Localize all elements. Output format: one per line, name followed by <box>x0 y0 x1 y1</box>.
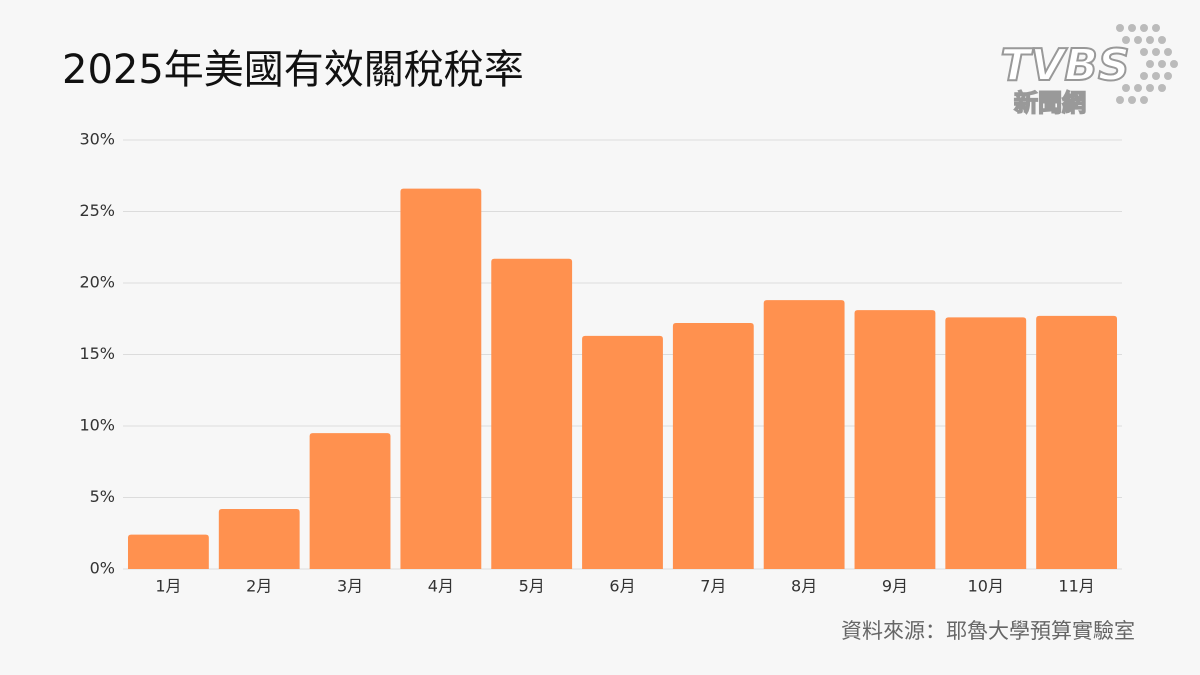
bar <box>127 534 209 569</box>
y-tick-label: 20% <box>79 273 115 292</box>
x-tick-label: 6月 <box>609 577 635 596</box>
x-tick-label: 1月 <box>155 577 181 596</box>
source-note: 資料來源：耶魯大學預算實驗室 <box>841 619 1135 643</box>
x-tick-label: 7月 <box>700 577 726 596</box>
x-tick-label: 5月 <box>519 577 545 596</box>
bar <box>672 323 754 569</box>
bar <box>491 258 573 569</box>
bar <box>854 310 936 569</box>
bar <box>945 317 1027 569</box>
y-tick-label: 5% <box>90 487 115 506</box>
x-tick-label: 10月 <box>968 577 1004 596</box>
x-tick-label: 8月 <box>791 577 817 596</box>
y-tick-label: 10% <box>79 416 115 435</box>
bar <box>1036 315 1118 569</box>
logo-brand: TVBS <box>1000 40 1129 91</box>
x-tick-label: 2月 <box>246 577 272 596</box>
bar <box>582 335 663 569</box>
bar <box>309 433 391 569</box>
x-tick-label: 4月 <box>428 577 454 596</box>
logo: TVBS 新聞網 <box>999 24 1178 118</box>
logo-dots <box>1116 24 1178 104</box>
x-tick-label: 3月 <box>337 577 363 596</box>
chart-title: 2025年美國有效關稅稅率 <box>62 47 524 93</box>
bar <box>218 508 300 569</box>
y-tick-label: 15% <box>79 344 115 363</box>
x-tick-label: 11月 <box>1058 577 1094 596</box>
x-tick-label: 9月 <box>882 577 908 596</box>
logo-sub: 新聞網 <box>1014 89 1086 117</box>
bar <box>400 188 482 569</box>
y-tick-label: 25% <box>79 201 115 220</box>
y-tick-label: 30% <box>79 130 115 149</box>
bar <box>763 300 845 569</box>
y-tick-label: 0% <box>90 559 115 578</box>
